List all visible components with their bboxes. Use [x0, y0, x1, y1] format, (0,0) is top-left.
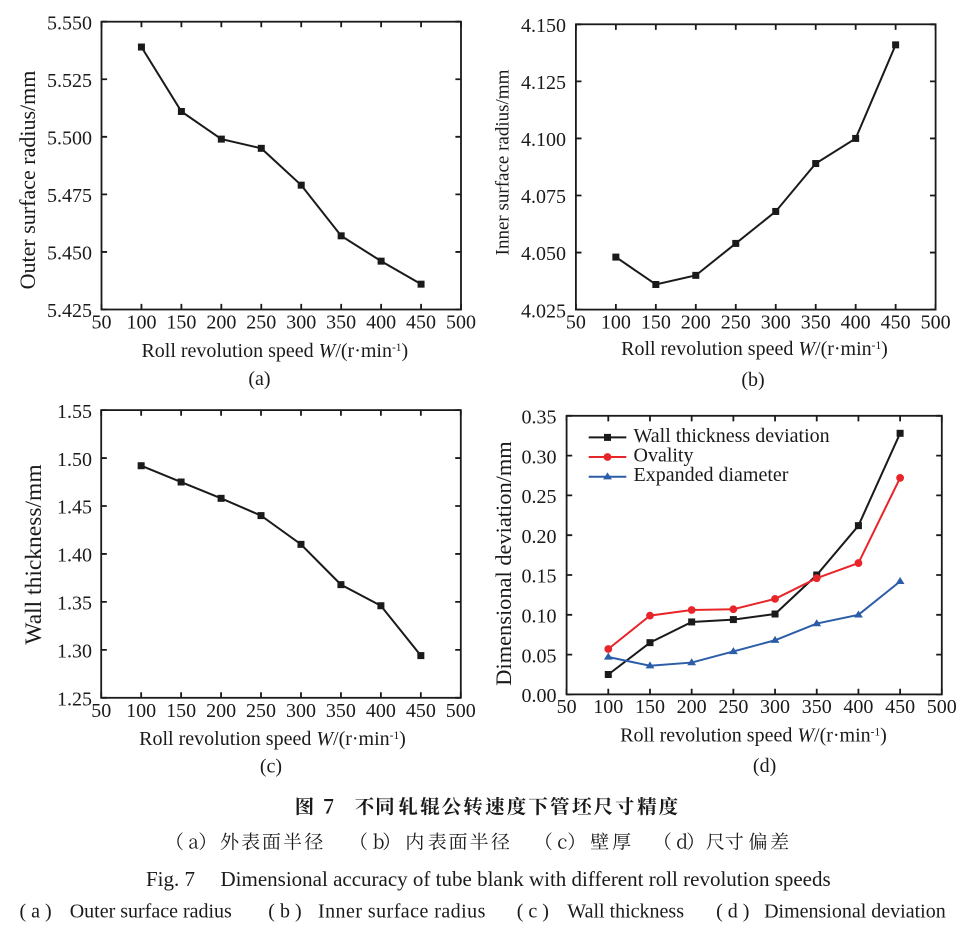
svg-text:5.550: 5.550 [47, 12, 92, 34]
svg-text:0.05: 0.05 [522, 645, 557, 667]
svg-text:50: 50 [566, 311, 586, 333]
svg-text:300: 300 [760, 696, 790, 718]
svg-text:350: 350 [802, 696, 832, 718]
svg-text:0.15: 0.15 [522, 566, 557, 588]
svg-text:Wall thickness: Wall thickness [567, 900, 684, 922]
svg-text:(b): (b) [741, 369, 764, 391]
svg-text:Inner surface radius: Inner surface radius [318, 900, 486, 922]
svg-text:5.475: 5.475 [47, 185, 92, 207]
svg-text:(d): (d) [753, 755, 776, 777]
svg-text:1.45: 1.45 [57, 497, 92, 519]
svg-text:350: 350 [326, 311, 356, 333]
svg-text:450: 450 [885, 696, 915, 718]
svg-text:150: 150 [641, 311, 671, 333]
svg-text:Ovality: Ovality [634, 445, 694, 467]
svg-text:300: 300 [286, 311, 316, 333]
svg-text:( c ): ( c ) [517, 900, 549, 922]
svg-text:250: 250 [246, 700, 276, 722]
svg-text:1.35: 1.35 [57, 593, 92, 615]
svg-text:100: 100 [126, 311, 156, 333]
svg-text:Wall thickness deviation: Wall thickness deviation [634, 425, 830, 447]
svg-text:Roll revolution speed W/(r·min: Roll revolution speed W/(r·min-1) [621, 338, 888, 360]
svg-text:Inner surface radius/mm: Inner surface radius/mm [493, 69, 514, 255]
svg-text:400: 400 [366, 311, 396, 333]
svg-text:150: 150 [635, 696, 665, 718]
svg-text:5.500: 5.500 [47, 128, 92, 150]
svg-text:Outer surface radius: Outer surface radius [70, 900, 232, 922]
svg-text:Expanded diameter: Expanded diameter [634, 464, 789, 486]
svg-text:5.525: 5.525 [47, 70, 92, 92]
svg-text:5.425: 5.425 [47, 300, 92, 322]
svg-text:Dimensional deviation: Dimensional deviation [764, 900, 946, 922]
svg-text:Roll revolution speed W/(r·min: Roll revolution speed W/(r·min-1) [620, 725, 887, 747]
svg-text:50: 50 [91, 700, 111, 722]
svg-text:300: 300 [286, 700, 316, 722]
svg-text:200: 200 [681, 311, 711, 333]
svg-text:4.025: 4.025 [521, 300, 566, 322]
svg-text:200: 200 [206, 700, 236, 722]
svg-text:500: 500 [921, 311, 951, 333]
svg-text:Dimensional deviation/mm: Dimensional deviation/mm [491, 441, 516, 686]
svg-text:400: 400 [843, 696, 873, 718]
svg-text:350: 350 [326, 700, 356, 722]
svg-text:250: 250 [246, 311, 276, 333]
svg-text:4.150: 4.150 [521, 15, 566, 37]
svg-text:Fig. 7: Fig. 7 [146, 867, 195, 891]
svg-text:250: 250 [718, 696, 748, 718]
svg-text:100: 100 [601, 311, 631, 333]
svg-text:100: 100 [126, 700, 156, 722]
svg-text:1.30: 1.30 [57, 641, 92, 663]
svg-text:300: 300 [761, 311, 791, 333]
svg-text:1.40: 1.40 [57, 545, 92, 567]
svg-text:0.20: 0.20 [522, 526, 557, 548]
svg-text:0.35: 0.35 [522, 407, 557, 429]
svg-text:400: 400 [366, 700, 396, 722]
svg-text:( a ): ( a ) [20, 900, 52, 922]
svg-text:150: 150 [166, 311, 196, 333]
svg-text:500: 500 [446, 311, 476, 333]
svg-text:Roll revolution speed W/(r·min: Roll revolution speed W/(r·min-1) [139, 728, 406, 750]
svg-text:4.075: 4.075 [521, 186, 566, 208]
svg-text:200: 200 [206, 311, 236, 333]
svg-text:0.00: 0.00 [522, 685, 557, 707]
svg-text:Outer surface radius/mm: Outer surface radius/mm [15, 71, 40, 290]
svg-text:50: 50 [92, 311, 112, 333]
svg-text:500: 500 [927, 696, 957, 718]
svg-text:Wall thickness/mm: Wall thickness/mm [21, 464, 47, 644]
svg-text:450: 450 [406, 311, 436, 333]
svg-text:400: 400 [841, 311, 871, 333]
svg-text:450: 450 [406, 700, 436, 722]
svg-text:1.50: 1.50 [57, 449, 92, 471]
svg-text:50: 50 [557, 696, 577, 718]
svg-text:( b ): ( b ) [268, 900, 301, 922]
svg-text:4.050: 4.050 [521, 243, 566, 265]
svg-text:4.100: 4.100 [521, 129, 566, 151]
svg-text:0.30: 0.30 [522, 446, 557, 468]
svg-text:4.125: 4.125 [521, 72, 566, 94]
svg-text:100: 100 [593, 696, 623, 718]
svg-text:500: 500 [446, 700, 476, 722]
svg-text:Roll revolution speed W/(r·min: Roll revolution speed W/(r·min-1) [141, 340, 408, 362]
svg-text:Dimensional accuracy of tube b: Dimensional accuracy of tube blank with … [221, 867, 831, 891]
svg-text:(c): (c) [260, 756, 282, 778]
svg-text:(a): (a) [248, 368, 270, 390]
svg-text:450: 450 [881, 311, 911, 333]
svg-text:( d ): ( d ) [716, 900, 749, 922]
svg-text:0.25: 0.25 [522, 486, 557, 508]
svg-text:200: 200 [677, 696, 707, 718]
svg-text:150: 150 [166, 700, 196, 722]
svg-text:350: 350 [801, 311, 831, 333]
svg-text:1.25: 1.25 [57, 689, 92, 711]
svg-text:5.450: 5.450 [47, 243, 92, 265]
svg-text:1.55: 1.55 [57, 401, 92, 423]
svg-text:0.10: 0.10 [522, 606, 557, 628]
svg-text:250: 250 [721, 311, 751, 333]
